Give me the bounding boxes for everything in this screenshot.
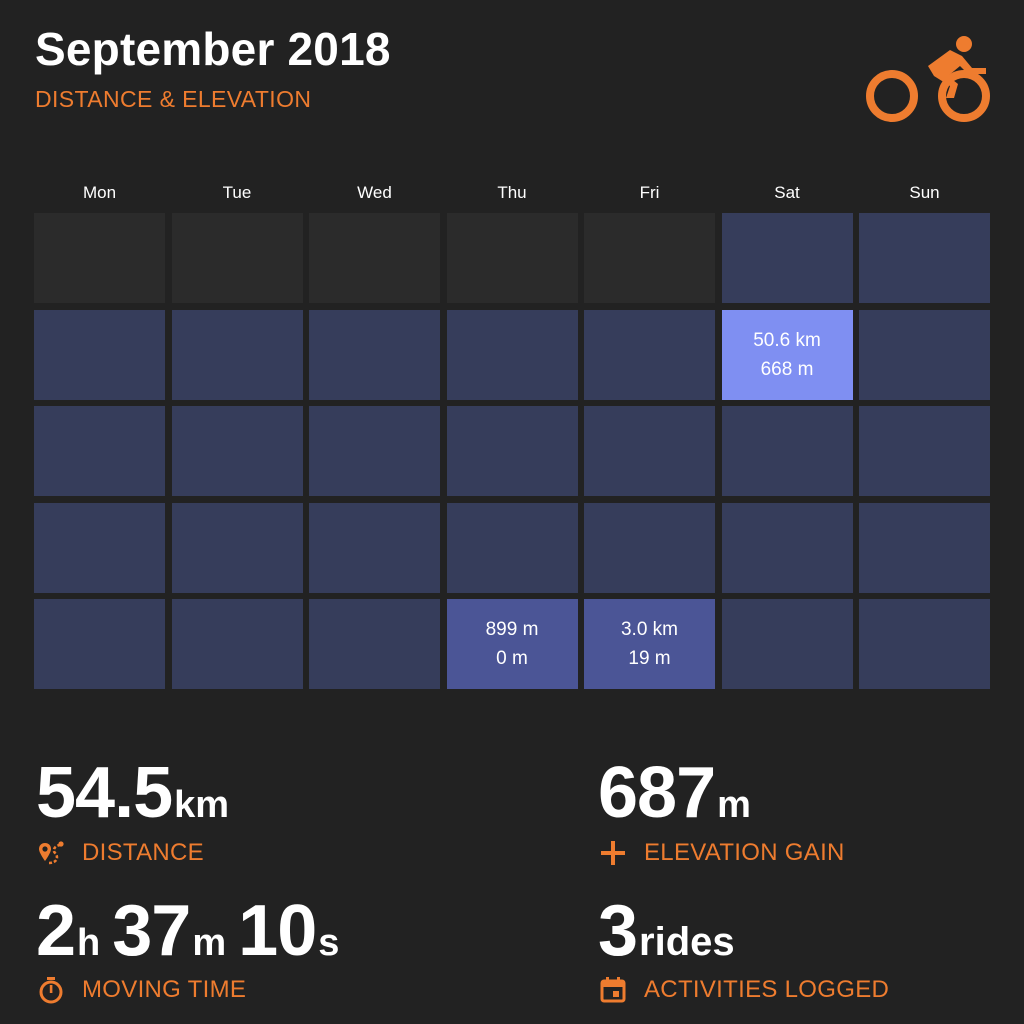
calendar-day[interactable] <box>584 502 715 593</box>
calendar-day[interactable] <box>34 599 165 689</box>
activities-label-row: ACTIVITIES LOGGED <box>598 975 889 1005</box>
activity-elevation: 668 m <box>760 358 814 380</box>
calendar-day[interactable] <box>859 502 990 593</box>
distance-unit: km <box>174 784 230 826</box>
distance-label: DISTANCE <box>82 839 204 866</box>
hours-unit: h <box>77 922 101 964</box>
calendar-day[interactable] <box>584 406 715 496</box>
weekday-label: Sat <box>774 183 800 202</box>
weekday-label: Mon <box>82 183 117 202</box>
hours-value: 2 <box>36 891 76 971</box>
calendar-day[interactable] <box>309 599 440 689</box>
elevation-stat: 687m <box>598 752 763 834</box>
calendar-day-activity[interactable]: 899 m 0 m <box>446 599 578 689</box>
calendar-day <box>309 213 440 303</box>
activity-elevation: 0 m <box>496 648 528 669</box>
calendar-icon <box>598 975 628 1005</box>
weekday-label: Tue <box>222 183 252 202</box>
activities-stat: 3rides <box>598 890 747 972</box>
activities-value: 3 <box>598 891 638 971</box>
weekday-label: Sun <box>909 183 940 202</box>
weekday-label: Wed <box>357 183 392 202</box>
calendar-day[interactable] <box>859 599 990 689</box>
calendar-day[interactable] <box>721 406 853 496</box>
calendar-day[interactable] <box>721 599 853 689</box>
weekday-label: Thu <box>497 183 527 202</box>
minutes-unit: m <box>192 922 227 964</box>
elevation-value: 687 <box>598 753 716 833</box>
activity-elevation: 19 m <box>628 648 671 669</box>
calendar-day[interactable] <box>309 502 440 593</box>
weekday-label: Fri <box>639 183 660 202</box>
activity-distance: 899 m <box>485 619 539 640</box>
calendar-day[interactable] <box>584 309 715 400</box>
distance-value: 54.5 <box>36 753 173 833</box>
calendar-day[interactable] <box>34 309 165 400</box>
minutes-value: 37 <box>112 891 191 971</box>
seconds-unit: s <box>318 922 340 964</box>
calendar-day <box>171 213 303 303</box>
calendar-day-activity[interactable]: 3.0 km 19 m <box>584 599 715 689</box>
calendar-day[interactable] <box>34 502 165 593</box>
page-subtitle: DISTANCE & ELEVATION <box>35 86 312 112</box>
route-pin-icon <box>36 838 66 868</box>
stopwatch-icon <box>36 975 66 1005</box>
elevation-unit: m <box>717 784 751 826</box>
calendar-day[interactable] <box>446 406 578 496</box>
distance-label-row: DISTANCE <box>36 838 204 868</box>
calendar-day[interactable] <box>446 309 578 400</box>
calendar-day[interactable] <box>859 406 990 496</box>
weekday-header: Mon Tue Wed Thu Fri Sat Sun <box>34 183 990 203</box>
plus-icon <box>598 838 628 868</box>
moving-time-label-row: MOVING TIME <box>36 975 246 1005</box>
elevation-label: ELEVATION GAIN <box>644 839 845 866</box>
calendar-day-activity[interactable]: 50.6 km 668 m <box>721 309 853 400</box>
calendar-day[interactable] <box>859 213 990 303</box>
page-title: September 2018 <box>35 23 391 75</box>
calendar-day[interactable] <box>721 502 853 593</box>
calendar-day <box>446 213 578 303</box>
activity-distance: 50.6 km <box>753 329 821 351</box>
moving-time-stat: 2h 37m 10s <box>36 890 351 972</box>
calendar-day <box>584 213 715 303</box>
calendar-day[interactable] <box>171 599 303 689</box>
activities-label: ACTIVITIES LOGGED <box>644 976 890 1003</box>
calendar-day[interactable] <box>34 406 165 496</box>
calendar-day[interactable] <box>446 502 578 593</box>
calendar-grid: 50.6 km 668 m 899 m 0 m 3.0 km 19 m <box>34 213 990 689</box>
distance-stat: 54.5km <box>36 752 241 834</box>
calendar-day[interactable] <box>171 309 303 400</box>
moving-time-label: MOVING TIME <box>82 976 247 1003</box>
cyclist-icon <box>866 36 990 122</box>
calendar-day[interactable] <box>309 309 440 400</box>
calendar-day[interactable] <box>171 502 303 593</box>
calendar-day[interactable] <box>171 406 303 496</box>
seconds-value: 10 <box>238 891 317 971</box>
calendar-day[interactable] <box>309 406 440 496</box>
activities-unit: rides <box>639 920 735 964</box>
calendar-day <box>34 213 165 303</box>
calendar-day[interactable] <box>859 309 990 400</box>
activity-distance: 3.0 km <box>620 619 679 640</box>
calendar-day[interactable] <box>721 213 853 303</box>
elevation-label-row: ELEVATION GAIN <box>598 838 845 868</box>
